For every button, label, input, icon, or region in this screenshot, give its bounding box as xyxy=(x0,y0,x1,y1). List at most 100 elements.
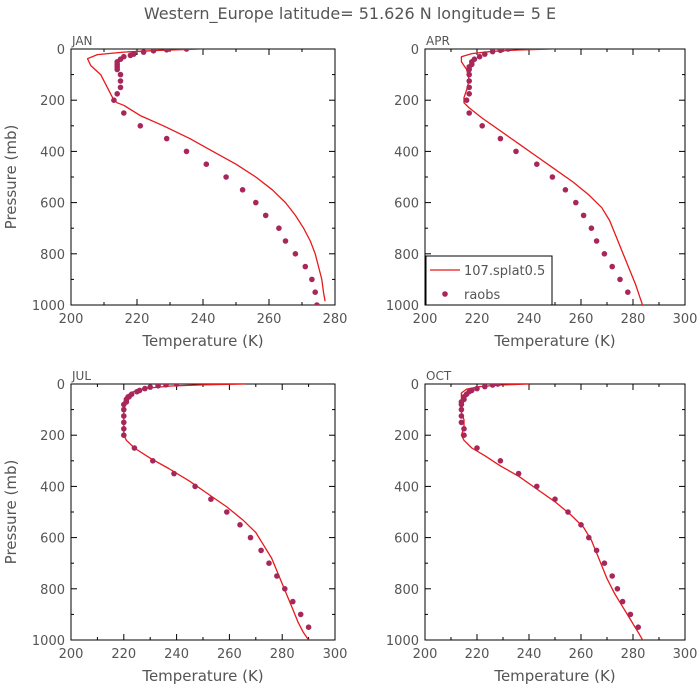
y-tick-label: 400 xyxy=(40,480,65,495)
obs-point-jan-15 xyxy=(114,91,120,97)
obs-point-jan-18 xyxy=(137,123,144,129)
obs-point-jan-5 xyxy=(127,52,134,59)
obs-point-jul-22 xyxy=(224,509,230,515)
obs-point-jul-16 xyxy=(121,432,127,439)
panel-jul: 200 220 240 260 280 300 0 200 400 600 800 1000 JUL Te… xyxy=(2,369,347,685)
y-tick-label: 600 xyxy=(394,197,419,212)
obs-point-jan-13 xyxy=(117,78,124,84)
obs-point-oct-29 xyxy=(627,611,634,618)
x-tick-label: 220 xyxy=(465,647,490,662)
x-tick-label: 200 xyxy=(59,647,84,662)
x-tick-label: 200 xyxy=(413,312,438,327)
obs-point-apr-4 xyxy=(476,53,483,60)
obs-point-jul-1 xyxy=(163,384,169,388)
x-tick-label: 280 xyxy=(270,647,295,662)
obs-point-jan-23 xyxy=(239,187,246,193)
obs-point-oct-19 xyxy=(534,483,540,490)
obs-point-apr-12 xyxy=(466,84,473,91)
obs-point-jul-20 xyxy=(192,483,198,490)
x-tick-label: 220 xyxy=(465,312,490,327)
series-line-jul xyxy=(123,384,310,640)
x-tick-label: 280 xyxy=(621,647,646,662)
y-tick-label: 400 xyxy=(40,145,65,160)
obs-point-oct-13 xyxy=(458,419,465,426)
x-tick-label: 260 xyxy=(569,312,594,327)
obs-point-oct-14 xyxy=(461,426,467,432)
y-axis-label: Pressure (mb) xyxy=(2,125,20,230)
y-tick-label: 600 xyxy=(40,197,65,212)
obs-point-jan-31 xyxy=(312,289,319,296)
y-tick-label: 400 xyxy=(394,145,419,160)
x-tick-label: 260 xyxy=(217,647,242,662)
data-jan xyxy=(86,49,326,305)
series-line-apr xyxy=(460,49,644,305)
obs-point-jul-0 xyxy=(173,384,180,387)
obs-point-jul-17 xyxy=(131,445,138,451)
obs-point-apr-3 xyxy=(482,51,488,57)
x-tick-label: 240 xyxy=(517,312,542,327)
obs-point-jan-2 xyxy=(150,49,157,54)
obs-point-jul-6 xyxy=(134,388,140,395)
obs-point-oct-27 xyxy=(614,586,621,592)
data-jul xyxy=(121,384,312,640)
x-tick-label: 280 xyxy=(323,312,348,327)
obs-point-jul-13 xyxy=(121,413,127,419)
obs-point-apr-22 xyxy=(573,199,579,206)
y-tick-label: 800 xyxy=(40,583,65,598)
y-tick-label: 200 xyxy=(40,429,65,444)
obs-point-jan-1 xyxy=(163,49,170,53)
obs-point-oct-1 xyxy=(489,384,496,388)
panel-label: APR xyxy=(426,34,450,48)
obs-point-oct-30 xyxy=(635,624,641,630)
obs-point-oct-25 xyxy=(601,560,608,566)
x-tick-label: 240 xyxy=(191,312,216,327)
plot-frame-jan xyxy=(70,48,336,306)
obs-point-apr-23 xyxy=(580,212,587,219)
panel-apr: 200 220 240 260 280 300 0 200 400 600 800 1000 APR Te… xyxy=(386,34,698,350)
obs-point-jan-29 xyxy=(302,263,309,270)
obs-point-apr-13 xyxy=(466,91,473,97)
x-tick-label: 220 xyxy=(111,647,136,662)
obs-point-apr-17 xyxy=(497,135,504,142)
x-axis-label: Temperature (K) xyxy=(141,667,263,685)
obs-point-jan-26 xyxy=(276,225,282,231)
obs-point-jul-12 xyxy=(121,406,127,413)
obs-point-apr-2 xyxy=(489,49,496,55)
legend-entry-label: raobs xyxy=(464,288,501,303)
obs-point-oct-16 xyxy=(474,445,480,451)
obs-point-jul-15 xyxy=(121,426,127,432)
obs-point-jan-30 xyxy=(309,276,315,283)
obs-point-jan-14 xyxy=(117,84,124,91)
legend-entry-label: 107.splat0.5 xyxy=(464,264,545,279)
obs-point-apr-29 xyxy=(625,289,631,296)
y-tick-label: 1000 xyxy=(32,634,65,649)
obs-point-oct-3 xyxy=(474,385,480,392)
obs-point-jul-27 xyxy=(274,573,280,579)
y-tick-label: 400 xyxy=(394,480,419,495)
x-tick-label: 240 xyxy=(164,647,189,662)
obs-point-jul-26 xyxy=(266,560,272,566)
obs-point-jan-0 xyxy=(183,49,190,52)
obs-point-jan-24 xyxy=(253,199,259,206)
panel-jan: 200 220 240 260 280 0 200 400 600 800 1000 JAN Tempe… xyxy=(2,34,347,350)
obs-point-jan-12 xyxy=(117,71,124,78)
legend-marker-swatch xyxy=(442,291,448,297)
obs-point-apr-10 xyxy=(466,71,473,78)
obs-point-oct-23 xyxy=(586,534,592,541)
obs-point-oct-15 xyxy=(461,432,467,439)
obs-point-jul-19 xyxy=(171,470,177,477)
obs-point-oct-21 xyxy=(565,509,571,515)
obs-point-apr-19 xyxy=(534,161,540,167)
obs-point-apr-15 xyxy=(466,110,473,116)
obs-point-jul-29 xyxy=(290,598,296,605)
obs-point-jan-3 xyxy=(140,49,147,55)
obs-point-jul-21 xyxy=(208,496,214,503)
obs-point-jul-18 xyxy=(150,458,156,464)
obs-point-jan-22 xyxy=(223,174,229,180)
obs-point-apr-21 xyxy=(562,187,569,193)
obs-point-jul-30 xyxy=(297,611,304,618)
series-line-oct xyxy=(460,384,644,640)
y-tick-label: 1000 xyxy=(386,634,419,649)
y-tick-label: 0 xyxy=(411,43,419,58)
x-tick-label: 280 xyxy=(621,312,646,327)
